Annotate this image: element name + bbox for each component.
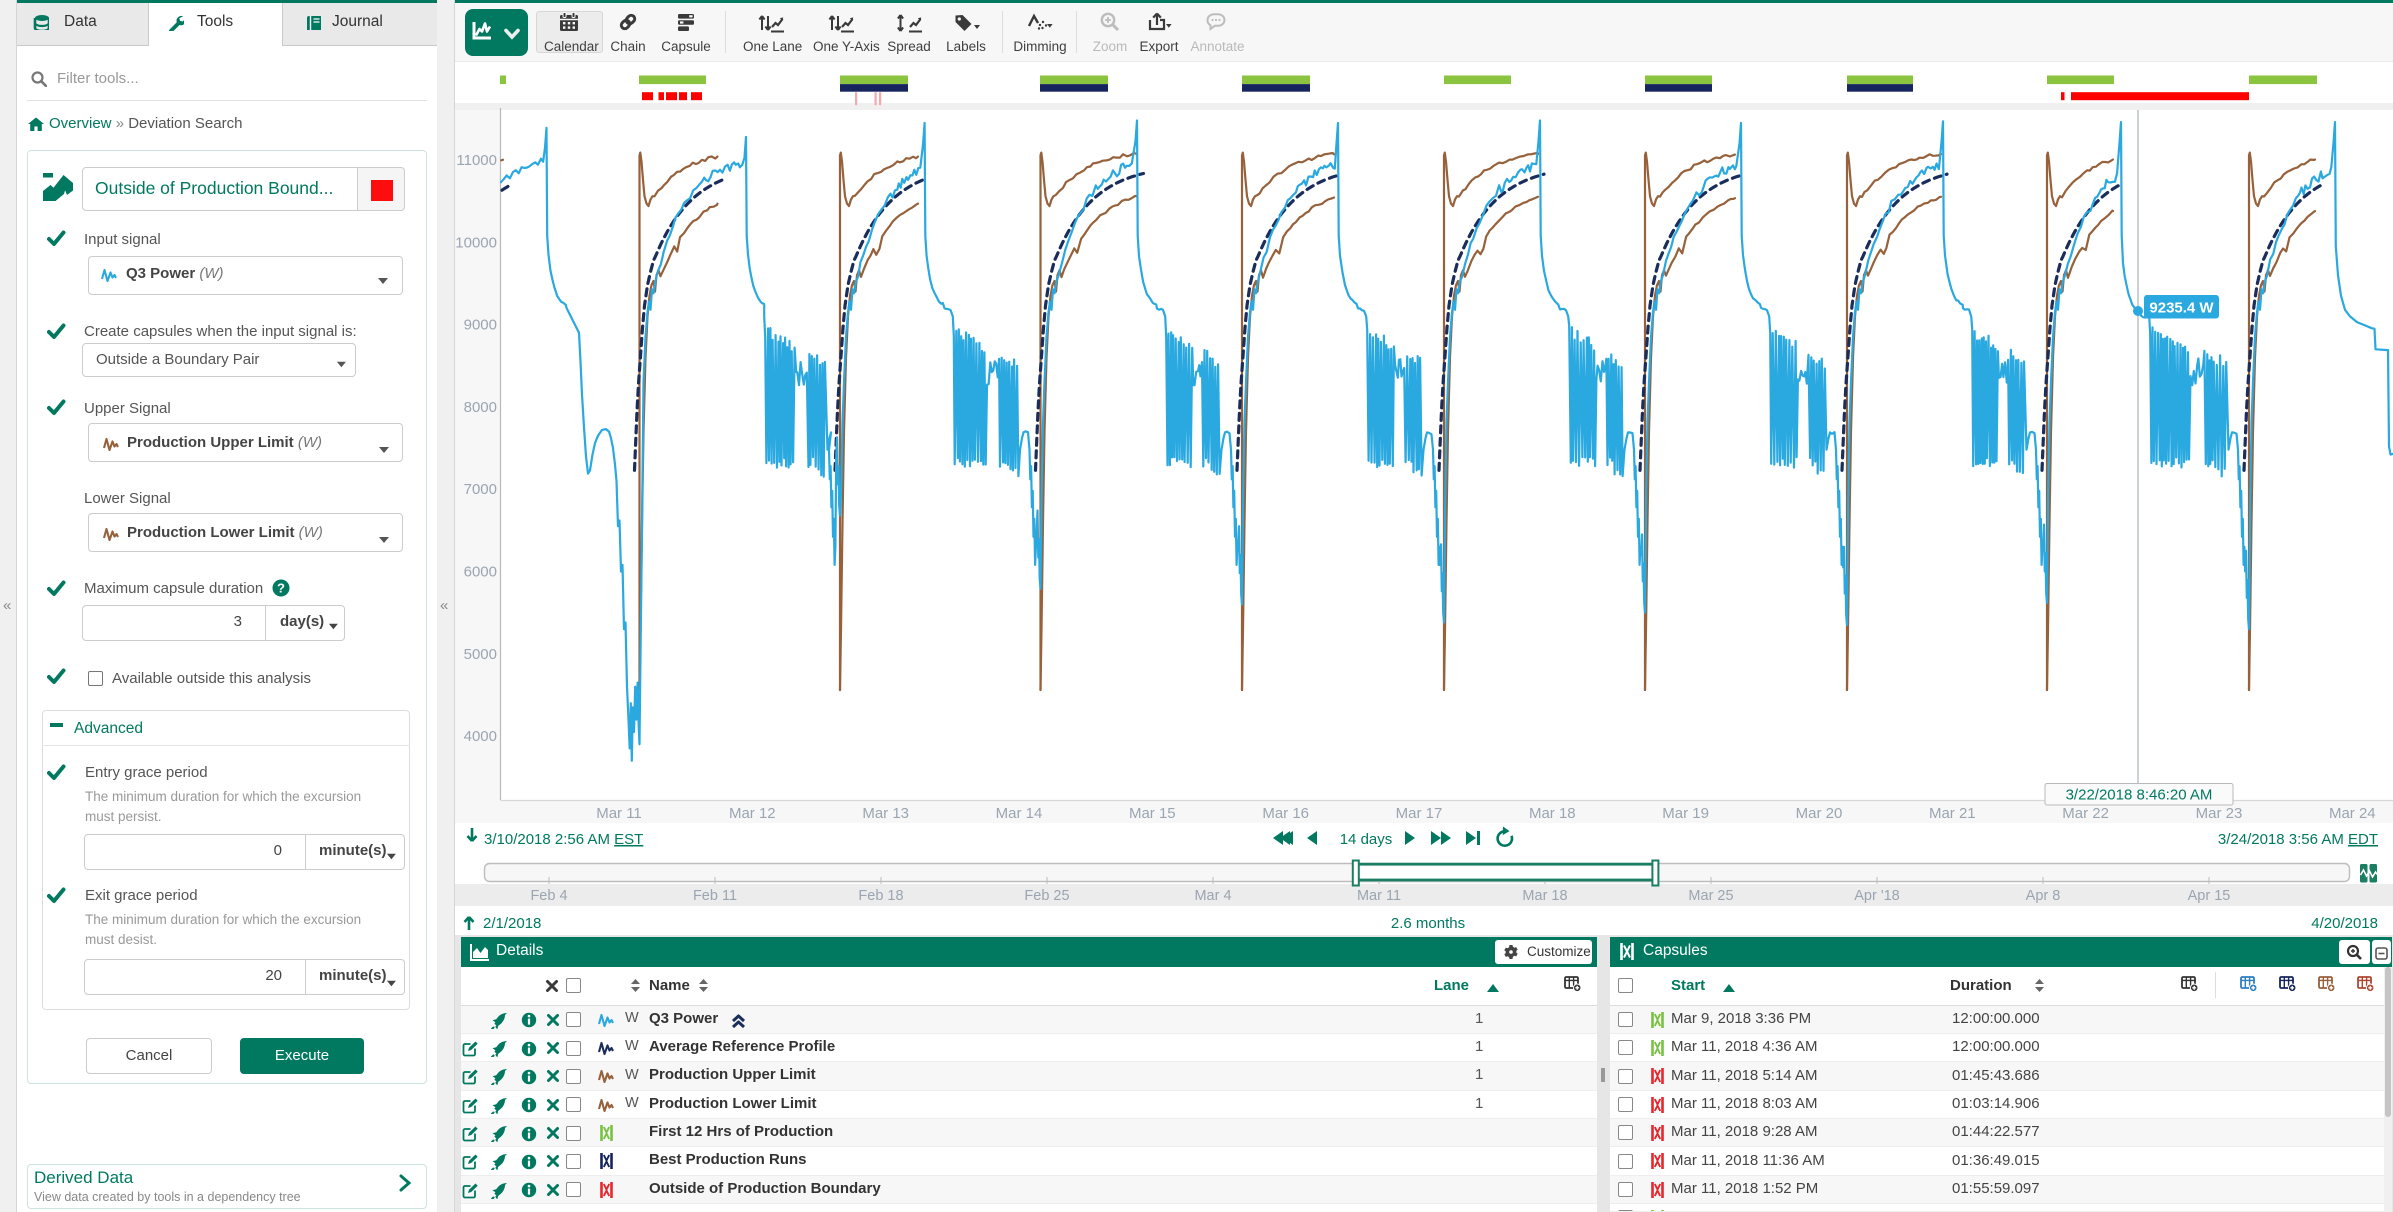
svg-text:Apr 8: Apr 8: [2026, 888, 2061, 904]
svg-text:Feb 25: Feb 25: [1024, 888, 1069, 904]
svg-text:Mar 16: Mar 16: [1262, 805, 1309, 822]
svg-text:2.6 months: 2.6 months: [1391, 915, 1465, 932]
svg-text:7000: 7000: [464, 481, 497, 498]
svg-text:10000: 10000: [455, 234, 497, 251]
svg-text:Mar 20: Mar 20: [1796, 805, 1843, 822]
svg-text:Mar 24: Mar 24: [2329, 805, 2376, 822]
svg-text:11000: 11000: [456, 152, 497, 169]
svg-text:Mar 22: Mar 22: [2062, 805, 2109, 822]
svg-text:Mar 17: Mar 17: [1396, 805, 1443, 822]
svg-text:2/1/2018: 2/1/2018: [483, 915, 541, 932]
svg-text:Feb 18: Feb 18: [858, 888, 903, 904]
svg-text:Mar 15: Mar 15: [1129, 805, 1176, 822]
svg-text:Apr 15: Apr 15: [2188, 888, 2231, 904]
svg-text:9000: 9000: [464, 317, 497, 334]
svg-text:4000: 4000: [464, 728, 497, 745]
svg-text:?: ?: [277, 581, 285, 596]
svg-text:Apr '18: Apr '18: [1854, 888, 1900, 904]
svg-text:Feb 4: Feb 4: [530, 888, 567, 904]
svg-text:6000: 6000: [464, 564, 497, 581]
svg-text:Mar 11: Mar 11: [596, 805, 642, 822]
svg-text:3/24/2018 3:56 AM EDT: 3/24/2018 3:56 AM EDT: [2218, 831, 2378, 848]
svg-text:9235.4 W: 9235.4 W: [2149, 300, 2214, 317]
svg-text:3/10/2018 2:56 AM EST: 3/10/2018 2:56 AM EST: [484, 831, 643, 848]
svg-text:Mar 11: Mar 11: [1357, 888, 1401, 904]
svg-text:8000: 8000: [464, 399, 497, 416]
svg-text:Feb 11: Feb 11: [693, 888, 737, 904]
svg-text:Mar 14: Mar 14: [996, 805, 1043, 822]
svg-text:Mar 18: Mar 18: [1522, 888, 1567, 904]
svg-text:Mar 23: Mar 23: [2196, 805, 2243, 822]
svg-text:Mar 13: Mar 13: [862, 805, 909, 822]
svg-text:5000: 5000: [464, 646, 497, 663]
svg-text:Mar 18: Mar 18: [1529, 805, 1576, 822]
svg-text:Mar 19: Mar 19: [1662, 805, 1709, 822]
svg-text:3/22/2018 8:46:20 AM: 3/22/2018 8:46:20 AM: [2066, 787, 2213, 804]
svg-text:4/20/2018: 4/20/2018: [2311, 915, 2378, 932]
svg-text:Mar 21: Mar 21: [1929, 805, 1976, 822]
svg-text:Mar 25: Mar 25: [1688, 888, 1733, 904]
svg-text:14 days: 14 days: [1340, 831, 1393, 848]
svg-text:Mar 4: Mar 4: [1194, 888, 1231, 904]
svg-text:Mar 12: Mar 12: [729, 805, 776, 822]
